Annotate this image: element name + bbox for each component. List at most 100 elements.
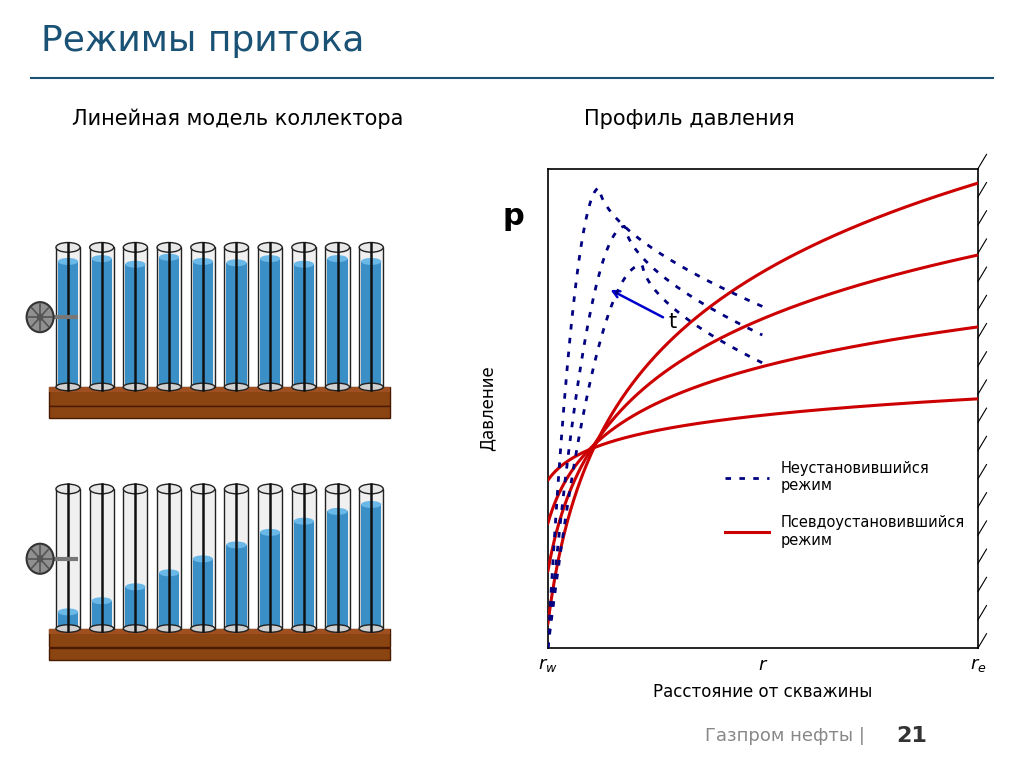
Bar — [258, 248, 283, 387]
Ellipse shape — [123, 242, 147, 252]
Ellipse shape — [91, 597, 112, 604]
Ellipse shape — [56, 484, 80, 494]
Bar — [328, 258, 347, 384]
Bar — [157, 489, 181, 629]
Bar — [49, 648, 390, 660]
Legend: Неустановившийся
режим, Псевдоустановившийся
режим: Неустановившийся режим, Псевдоустановивш… — [719, 455, 971, 554]
Ellipse shape — [226, 259, 247, 266]
Bar — [190, 248, 215, 387]
Bar — [361, 262, 381, 384]
Ellipse shape — [90, 242, 114, 252]
Bar — [123, 248, 147, 387]
Ellipse shape — [190, 625, 215, 632]
Ellipse shape — [123, 384, 147, 390]
Ellipse shape — [258, 242, 283, 252]
Circle shape — [37, 555, 43, 562]
Text: 21: 21 — [896, 726, 927, 746]
Bar — [49, 387, 390, 393]
Bar — [292, 248, 315, 387]
Ellipse shape — [56, 384, 80, 390]
Bar — [91, 258, 112, 384]
Ellipse shape — [292, 484, 315, 494]
Ellipse shape — [193, 555, 213, 562]
Text: Профиль давления: Профиль давления — [584, 109, 795, 129]
Ellipse shape — [359, 384, 383, 390]
Text: t: t — [613, 291, 677, 332]
Ellipse shape — [359, 242, 383, 252]
Ellipse shape — [123, 484, 147, 494]
Bar — [56, 248, 80, 387]
Ellipse shape — [292, 242, 315, 252]
Ellipse shape — [123, 625, 147, 632]
Ellipse shape — [361, 501, 381, 508]
Ellipse shape — [292, 625, 315, 632]
Bar — [56, 248, 80, 387]
Bar — [193, 559, 213, 626]
Ellipse shape — [224, 384, 249, 390]
Bar — [49, 629, 390, 634]
Ellipse shape — [260, 529, 281, 536]
Bar — [258, 489, 283, 629]
Ellipse shape — [190, 484, 215, 494]
Bar — [123, 248, 147, 387]
Bar — [159, 573, 179, 626]
Bar — [226, 263, 247, 384]
Bar — [157, 489, 181, 629]
Ellipse shape — [326, 484, 349, 494]
Ellipse shape — [226, 542, 247, 548]
Ellipse shape — [258, 384, 283, 390]
Bar — [292, 489, 315, 629]
Bar — [292, 248, 315, 387]
Text: Режимы притока: Режимы притока — [41, 24, 365, 58]
Bar — [90, 489, 114, 629]
Ellipse shape — [260, 255, 281, 262]
Ellipse shape — [326, 384, 349, 390]
Ellipse shape — [190, 384, 215, 390]
Ellipse shape — [294, 261, 314, 268]
Bar — [326, 248, 349, 387]
Ellipse shape — [159, 569, 179, 576]
Bar — [157, 248, 181, 387]
Text: Линейная модель коллектора: Линейная модель коллектора — [72, 109, 403, 129]
Ellipse shape — [326, 625, 349, 632]
Text: Давление: Давление — [478, 366, 497, 451]
Ellipse shape — [328, 255, 347, 262]
Bar — [49, 407, 390, 418]
Ellipse shape — [56, 625, 80, 632]
Bar — [294, 522, 314, 626]
Bar — [326, 489, 349, 629]
Bar — [326, 489, 349, 629]
Ellipse shape — [157, 242, 181, 252]
Bar — [90, 489, 114, 629]
Ellipse shape — [58, 608, 78, 615]
Bar — [258, 489, 283, 629]
Ellipse shape — [90, 384, 114, 390]
Bar — [125, 264, 145, 384]
Circle shape — [27, 302, 53, 332]
Ellipse shape — [292, 384, 315, 390]
Ellipse shape — [294, 518, 314, 525]
Bar — [123, 489, 147, 629]
Bar — [224, 248, 249, 387]
Ellipse shape — [258, 625, 283, 632]
Ellipse shape — [58, 258, 78, 265]
Ellipse shape — [157, 484, 181, 494]
Bar — [123, 489, 147, 629]
Bar — [260, 532, 281, 626]
Ellipse shape — [90, 625, 114, 632]
Ellipse shape — [359, 625, 383, 632]
Bar — [58, 612, 78, 626]
Bar — [56, 489, 80, 629]
Bar — [58, 262, 78, 384]
Bar — [328, 512, 347, 626]
Ellipse shape — [56, 242, 80, 252]
Bar — [224, 489, 249, 629]
Bar — [359, 489, 383, 629]
Bar — [326, 248, 349, 387]
Bar — [226, 545, 247, 626]
Bar — [157, 248, 181, 387]
Ellipse shape — [328, 508, 347, 515]
Text: p: p — [503, 202, 524, 231]
Ellipse shape — [359, 484, 383, 494]
Ellipse shape — [190, 242, 215, 252]
